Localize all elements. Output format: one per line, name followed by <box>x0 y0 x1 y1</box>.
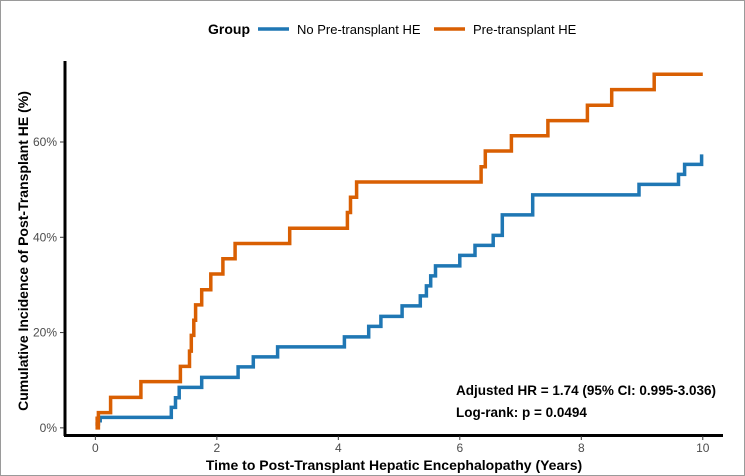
legend-title: Group <box>208 21 250 37</box>
legend: Group No Pre-transplant HE Pre-transplan… <box>208 21 577 37</box>
series-line-pre-transplant-he <box>95 72 703 430</box>
legend-label-no-pre-transplant-he: No Pre-transplant HE <box>297 22 421 37</box>
y-tick-label-40: 40% <box>33 230 57 244</box>
axis-ticks: 0 2 4 6 8 10 0% 20% 40% 60% <box>33 135 710 455</box>
x-tick-label-0: 0 <box>92 441 99 455</box>
series-layer <box>95 72 704 430</box>
x-tick-label-6: 6 <box>456 441 463 455</box>
x-tick-label-2: 2 <box>214 441 221 455</box>
y-tick-label-60: 60% <box>33 135 57 149</box>
log-rank-annotation: Log-rank: p = 0.0494 <box>456 405 587 420</box>
series-line-no-pre-transplant-he <box>95 154 704 426</box>
x-axis-title: Time to Post-Transplant Hepatic Encephal… <box>206 457 582 473</box>
hazard-ratio-annotation: Adjusted HR = 1.74 (95% CI: 0.995-3.036) <box>456 383 716 398</box>
x-tick-label-8: 8 <box>578 441 585 455</box>
x-tick-label-10: 10 <box>696 441 710 455</box>
y-axis-title: Cumulative Incidence of Post-Transplant … <box>15 91 31 411</box>
y-tick-label-0: 0% <box>40 421 58 435</box>
y-tick-label-20: 20% <box>33 326 57 340</box>
legend-label-pre-transplant-he: Pre-transplant HE <box>473 22 577 37</box>
x-tick-label-4: 4 <box>335 441 342 455</box>
